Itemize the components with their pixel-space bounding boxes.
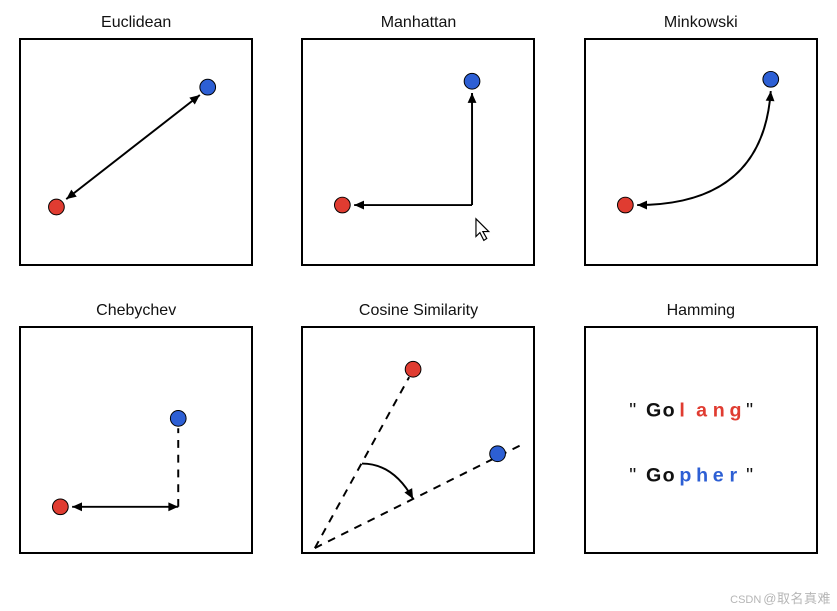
blue-point [465, 73, 481, 89]
hamming-char: " [629, 399, 636, 421]
metric-minkowski: Minkowski [579, 14, 823, 266]
metric-hamming: Hamming"Golang""Gopher" [579, 302, 823, 554]
red-point [617, 197, 633, 213]
metric-chebychev: Chebychev [14, 302, 258, 554]
panel-title: Hamming [667, 302, 735, 320]
distance-metrics-grid: Euclidean Manhattan Minkowski Chebychev Cosi… [14, 14, 823, 554]
hamming-char: n [713, 399, 725, 421]
hamming-char: g [729, 399, 741, 421]
blue-point [490, 446, 506, 462]
blue-point [171, 411, 187, 427]
hamming-char: h [696, 464, 708, 486]
hamming-char: p [679, 464, 691, 486]
hamming-char: o [662, 464, 674, 486]
hamming-char: " [746, 464, 753, 486]
panel-title: Cosine Similarity [359, 302, 478, 320]
hamming-char: e [713, 464, 724, 486]
watermark: CSDN@取名真难 [730, 588, 831, 607]
hamming-char: l [679, 399, 684, 421]
red-point [406, 361, 422, 377]
metric-manhattan: Manhattan [296, 14, 540, 266]
hamming-char: " [746, 399, 753, 421]
red-point [49, 199, 65, 215]
red-point [53, 499, 69, 515]
red-point [335, 197, 351, 213]
hamming-char: G [646, 399, 661, 421]
panel-box [19, 38, 253, 266]
hamming-char: a [696, 399, 708, 421]
panel-box [301, 38, 535, 266]
hamming-char: r [729, 464, 737, 486]
panel-box: "Golang""Gopher" [584, 326, 818, 554]
watermark-text: @取名真难 [763, 591, 831, 606]
panel-box [301, 326, 535, 554]
panel-title: Manhattan [381, 14, 457, 32]
panel-box [19, 326, 253, 554]
panel-box [584, 38, 818, 266]
hamming-char: G [646, 464, 661, 486]
panel-title: Chebychev [96, 302, 176, 320]
metric-euclidean: Euclidean [14, 14, 258, 266]
hamming-char: o [662, 399, 674, 421]
panel-title: Minkowski [664, 14, 738, 32]
metric-cosine: Cosine Similarity [296, 302, 540, 554]
panel-title: Euclidean [101, 14, 171, 32]
blue-point [200, 79, 216, 95]
blue-point [763, 71, 779, 87]
hamming-char: " [629, 464, 636, 486]
watermark-prefix: CSDN [730, 594, 761, 606]
